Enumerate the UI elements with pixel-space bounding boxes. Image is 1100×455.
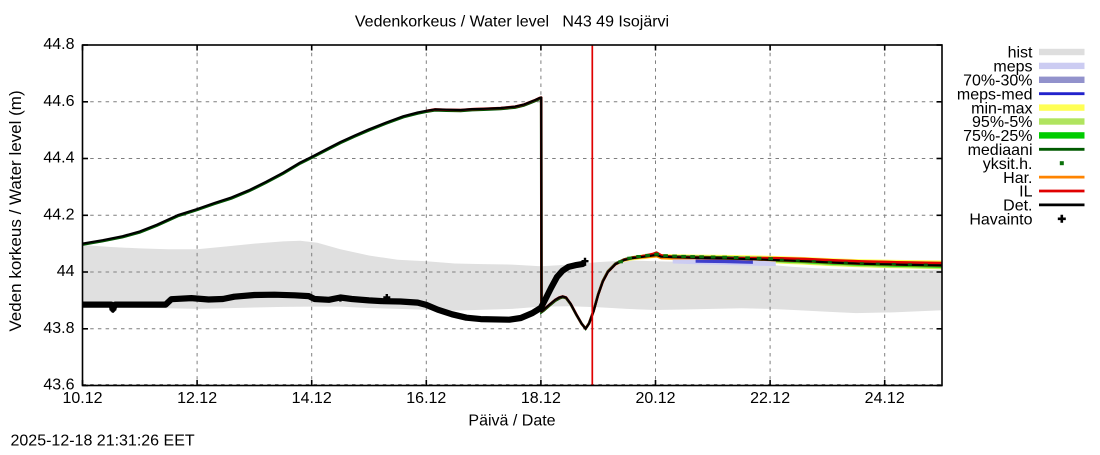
svg-text:44.6: 44.6 xyxy=(43,93,74,110)
svg-text:mediaani: mediaani xyxy=(968,142,1033,159)
svg-text:43.8: 43.8 xyxy=(43,320,74,337)
svg-text:95%-5%: 95%-5% xyxy=(972,114,1032,131)
svg-text:Vedenkorkeus / Water level N: Vedenkorkeus / Water level N43 49 Isojär… xyxy=(355,14,669,31)
svg-text:16.12: 16.12 xyxy=(406,390,446,407)
svg-text:IL: IL xyxy=(1019,184,1032,201)
svg-text:14.12: 14.12 xyxy=(292,390,332,407)
svg-text:meps-med: meps-med xyxy=(957,86,1033,103)
svg-text:Det.: Det. xyxy=(1003,198,1032,215)
svg-text:44.8: 44.8 xyxy=(43,36,74,53)
svg-text:yksit.h.: yksit.h. xyxy=(983,156,1033,173)
svg-text:min-max: min-max xyxy=(971,100,1032,117)
svg-text:75%-25%: 75%-25% xyxy=(963,128,1032,145)
svg-text:70%-30%: 70%-30% xyxy=(963,73,1032,90)
svg-text:44: 44 xyxy=(57,263,75,280)
svg-text:18.12: 18.12 xyxy=(521,390,561,407)
svg-text:Veden korkeus / Water level (m: Veden korkeus / Water level (m) xyxy=(6,90,25,331)
svg-text:22.12: 22.12 xyxy=(750,390,790,407)
svg-text:44.4: 44.4 xyxy=(43,150,74,167)
svg-text:meps: meps xyxy=(993,59,1032,76)
svg-text:10.12: 10.12 xyxy=(62,390,102,407)
svg-text:Har.: Har. xyxy=(1003,170,1032,187)
svg-text:2025-12-18 21:31:26 EET: 2025-12-18 21:31:26 EET xyxy=(11,433,195,450)
svg-text:44.2: 44.2 xyxy=(43,207,74,224)
svg-text:43.6: 43.6 xyxy=(43,377,74,394)
svg-text:hist: hist xyxy=(1008,45,1033,62)
svg-text:Päivä / Date: Päivä / Date xyxy=(468,412,555,429)
svg-text:24.12: 24.12 xyxy=(865,390,905,407)
svg-text:12.12: 12.12 xyxy=(177,390,217,407)
svg-text:Havainto: Havainto xyxy=(969,212,1032,229)
svg-text:20.12: 20.12 xyxy=(635,390,675,407)
